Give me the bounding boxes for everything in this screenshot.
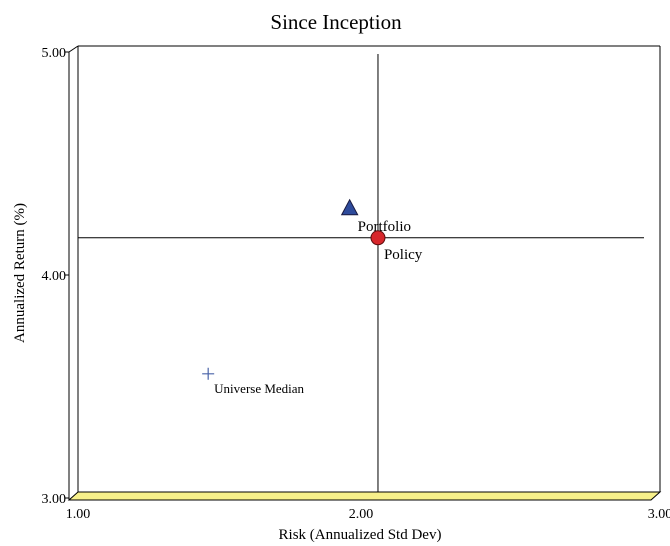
- point-label: Universe Median: [214, 381, 304, 396]
- x-tick-label: 1.00: [66, 507, 91, 522]
- crosshair: [78, 54, 644, 492]
- x-axis-ticks: 1.00 2.00 3.00: [66, 507, 670, 522]
- y-tick-label: 5.00: [42, 46, 67, 61]
- point-label: Portfolio: [358, 219, 411, 235]
- chart-title: Since Inception: [270, 10, 402, 34]
- plot-floor: [67, 491, 662, 501]
- y-axis-ticks: 3.00 4.00 5.00: [42, 46, 69, 507]
- y-tick-label: 4.00: [42, 269, 67, 284]
- x-axis-label: Risk (Annualized Std Dev): [279, 527, 442, 543]
- y-tick-label: 3.00: [42, 492, 67, 507]
- x-tick-label: 3.00: [648, 507, 670, 522]
- data-points: Portfolio Policy Universe Median: [202, 198, 423, 396]
- portfolio-marker: [340, 198, 359, 216]
- plot-frame: [67, 45, 662, 501]
- left-top-connector: [68, 45, 79, 53]
- y-axis-label: Annualized Return (%): [12, 203, 28, 343]
- policy-marker: [370, 230, 386, 246]
- point-label: Policy: [384, 247, 423, 263]
- x-tick-label: 2.00: [349, 507, 374, 522]
- universe-median-marker: [202, 367, 215, 380]
